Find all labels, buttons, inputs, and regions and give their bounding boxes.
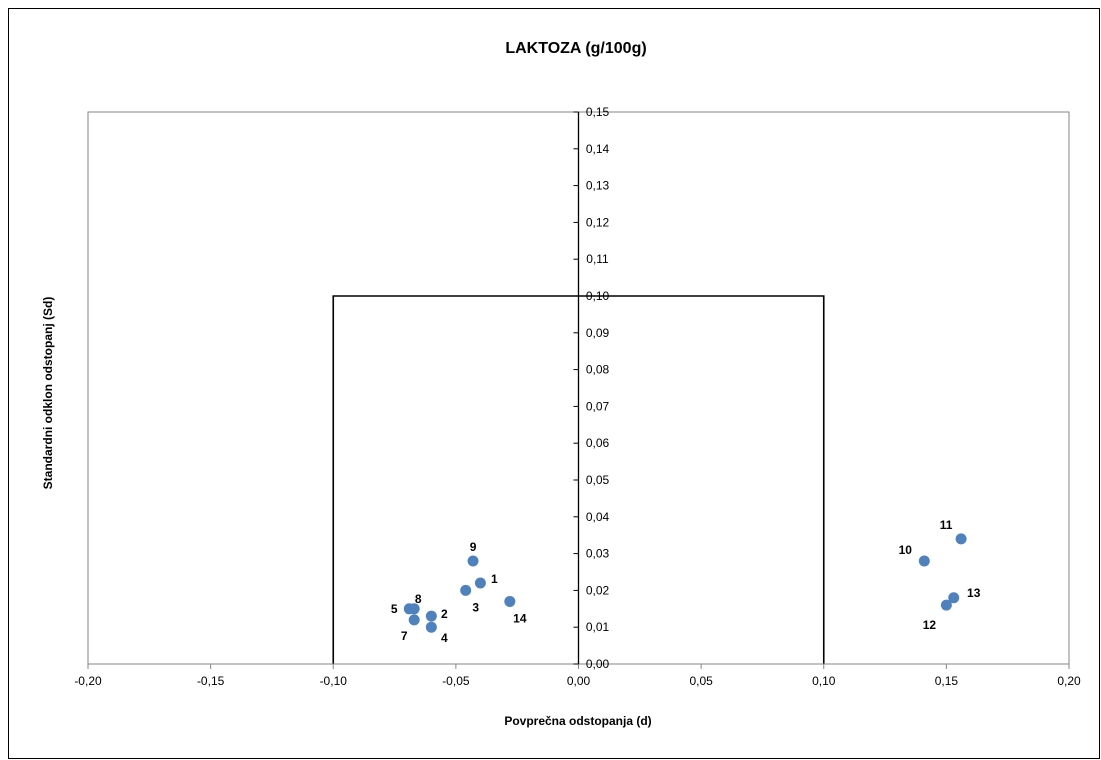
y-tick-label: 0,10 bbox=[586, 289, 610, 303]
y-tick-label: 0,15 bbox=[586, 105, 610, 119]
data-points bbox=[403, 533, 967, 633]
x-tick-label: 0,20 bbox=[1057, 674, 1081, 688]
data-point-7 bbox=[408, 614, 420, 626]
x-tick-label: 0,10 bbox=[812, 674, 836, 688]
y-tick-label: 0,14 bbox=[586, 142, 610, 156]
x-tick-label: -0,20 bbox=[74, 674, 102, 688]
y-tick-label: 0,06 bbox=[586, 436, 610, 450]
chart-frame bbox=[8, 8, 1100, 759]
y-tick-label: 0,08 bbox=[586, 363, 610, 377]
x-tick-label: 0,00 bbox=[567, 674, 591, 688]
point-label-7: 7 bbox=[401, 629, 408, 643]
y-tick-label: 0,04 bbox=[586, 510, 610, 524]
point-label-4: 4 bbox=[441, 631, 448, 645]
y-tick-label: 0,03 bbox=[586, 547, 610, 561]
data-point-13 bbox=[948, 592, 960, 604]
x-tick-label: -0,10 bbox=[320, 674, 348, 688]
data-point-14 bbox=[504, 595, 516, 607]
y-tick-label: 0,00 bbox=[586, 657, 610, 671]
point-label-14: 14 bbox=[513, 611, 527, 625]
data-point-4 bbox=[425, 621, 437, 633]
point-label-5: 5 bbox=[391, 602, 398, 616]
data-point-8 bbox=[408, 603, 420, 615]
data-point-3 bbox=[460, 584, 472, 596]
data-point-9 bbox=[467, 555, 479, 567]
chart-title: LAKTOZA (g/100g) bbox=[505, 40, 646, 57]
y-tick-label: 0,01 bbox=[586, 620, 610, 634]
axes bbox=[88, 112, 1069, 665]
x-tick-label: -0,15 bbox=[197, 674, 225, 688]
point-label-8: 8 bbox=[415, 592, 422, 606]
point-label-13: 13 bbox=[967, 586, 981, 600]
x-tick-label: 0,15 bbox=[935, 674, 959, 688]
y-tick-label: 0,05 bbox=[586, 473, 610, 487]
y-tick-label: 0,11 bbox=[586, 252, 609, 266]
point-label-2: 2 bbox=[441, 607, 448, 621]
point-label-9: 9 bbox=[470, 540, 477, 554]
data-point-2 bbox=[425, 610, 437, 622]
y-tick-label: 0,02 bbox=[586, 583, 610, 597]
y-tick-label: 0,13 bbox=[586, 179, 610, 193]
x-tick-label: 0,05 bbox=[689, 674, 713, 688]
point-label-3: 3 bbox=[472, 600, 479, 614]
x-tick-label: -0,05 bbox=[442, 674, 470, 688]
data-point-12 bbox=[940, 599, 952, 611]
y-tick-label: 0,12 bbox=[586, 215, 610, 229]
y-tick-label: 0,09 bbox=[586, 326, 610, 340]
data-point-1 bbox=[474, 577, 486, 589]
data-point-10 bbox=[918, 555, 930, 567]
point-label-1: 1 bbox=[491, 572, 498, 586]
y-tick-labels: 0,00 0,01 0,02 0,03 0,04 0,05 0,06 0,07 0,08 0,09… bbox=[573, 105, 610, 671]
y-axis-label: Standardni odklon odstopanj (Sd) bbox=[41, 297, 55, 490]
data-point-11 bbox=[955, 533, 967, 545]
x-axis-label: Povprečna odstopanja (d) bbox=[504, 714, 651, 728]
point-label-11: 11 bbox=[940, 518, 953, 532]
point-label-10: 10 bbox=[899, 543, 913, 557]
x-tick-labels: -0,20 -0,15 -0,10 -0,05 0,00 0,05 0,10 0,15 0,20 bbox=[74, 664, 1081, 688]
y-tick-label: 0,07 bbox=[586, 399, 610, 413]
point-label-12: 12 bbox=[923, 618, 937, 632]
